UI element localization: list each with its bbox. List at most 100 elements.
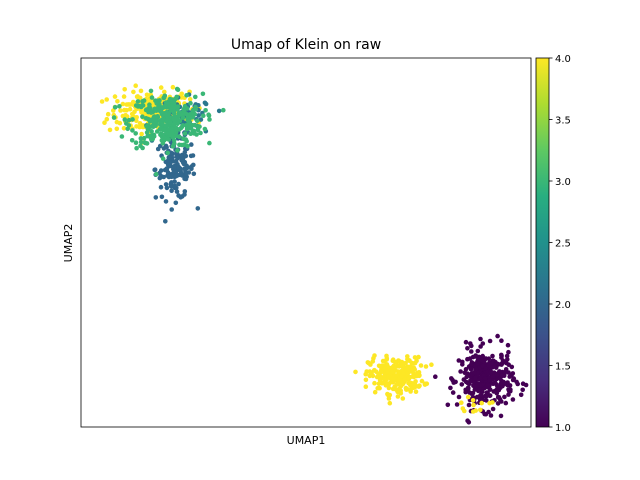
scatter-point <box>506 349 511 355</box>
scatter-point <box>473 366 479 372</box>
scatter-point <box>163 182 169 187</box>
scatter-point <box>374 374 380 380</box>
colorbar-tick-label: 2.0 <box>555 300 571 311</box>
scatter-point <box>381 377 387 382</box>
scatter-point <box>163 199 169 204</box>
scatter-point <box>410 374 416 379</box>
scatter-point <box>127 106 133 112</box>
scatter-point <box>99 99 105 104</box>
scatter-point <box>416 354 421 360</box>
scatter-point <box>120 101 126 107</box>
scatter-point <box>180 156 185 162</box>
scatter-point <box>191 171 197 177</box>
scatter-point <box>463 339 469 345</box>
scatter-point <box>477 383 483 388</box>
scatter-point <box>104 97 109 102</box>
scatter-point <box>104 116 110 122</box>
scatter-point <box>159 194 165 200</box>
scatter-point <box>174 94 179 100</box>
scatter-point <box>166 127 172 132</box>
scatter-point <box>121 94 127 99</box>
x-axis-label: UMAP1 <box>287 434 326 447</box>
scatter-point <box>182 103 188 109</box>
scatter-point <box>157 175 163 181</box>
scatter-point <box>166 155 172 160</box>
scatter-point <box>454 402 460 407</box>
scatter-point <box>484 390 490 396</box>
scatter-point <box>171 100 177 106</box>
scatter-point <box>125 126 130 132</box>
scatter-point <box>499 338 504 344</box>
scatter-point <box>175 117 180 122</box>
scatter-point <box>487 378 492 383</box>
scatter-point <box>163 219 168 224</box>
scatter-point <box>181 136 187 142</box>
chart-title: Umap of Klein on raw <box>231 37 381 53</box>
scatter-point <box>398 391 404 396</box>
scatter-point <box>216 108 222 114</box>
scatter-point <box>376 363 382 369</box>
scatter-point <box>107 127 113 133</box>
scatter-point <box>194 118 200 124</box>
scatter-point <box>188 131 193 136</box>
scatter-point <box>412 355 418 360</box>
scatter-point <box>415 373 421 378</box>
scatter-point <box>499 352 504 358</box>
scatter-point <box>168 150 174 156</box>
scatter-point <box>161 127 166 133</box>
scatter-point <box>185 143 190 149</box>
scatter-point <box>177 127 182 132</box>
colorbar-tick-label: 2.5 <box>555 239 571 250</box>
scatter-point <box>112 105 118 110</box>
scatter-point <box>193 94 198 100</box>
scatter-point <box>386 385 392 391</box>
scatter-point <box>129 138 135 143</box>
scatter-point <box>450 390 456 395</box>
scatter-point <box>149 95 155 100</box>
scatter-point <box>490 374 496 380</box>
scatter-point <box>141 135 147 141</box>
scatter-point <box>484 398 489 403</box>
scatter-point <box>191 131 197 136</box>
scatter-point <box>143 116 149 121</box>
scatter-point <box>173 159 178 164</box>
scatter-point <box>174 189 180 194</box>
scatter-point <box>466 386 471 391</box>
colorbar-tick-label: 3.5 <box>555 116 571 127</box>
scatter-point <box>453 379 458 385</box>
scatter-point <box>478 407 483 413</box>
scatter-point <box>134 118 139 124</box>
scatter-point <box>165 162 171 167</box>
scatter-point <box>155 146 161 152</box>
scatter-point <box>175 148 180 153</box>
scatter-point <box>125 102 131 107</box>
scatter-point <box>198 117 204 122</box>
scatter-point <box>422 382 428 387</box>
scatter-point <box>523 382 529 388</box>
scatter-point <box>448 385 453 391</box>
scatter-point <box>375 385 381 391</box>
scatter-point <box>473 375 478 381</box>
scatter-point <box>363 371 369 377</box>
scatter-point <box>387 400 393 406</box>
scatter-point <box>506 392 511 397</box>
scatter-point <box>189 142 194 147</box>
scatter-point <box>134 145 139 151</box>
scatter-point <box>495 401 501 406</box>
scatter-point <box>478 393 483 398</box>
scatter-point <box>386 374 391 379</box>
scatter-point <box>459 382 465 387</box>
scatter-point <box>378 369 384 375</box>
scatter-point <box>510 371 516 376</box>
scatter-point <box>480 353 486 359</box>
scatter-point <box>195 206 201 211</box>
scatter-point <box>353 369 358 375</box>
scatter-point <box>183 153 189 159</box>
scatter-point <box>402 377 407 382</box>
scatter-point <box>405 375 411 381</box>
scatter-point <box>492 364 498 369</box>
scatter-point <box>463 389 469 395</box>
scatter-point <box>477 397 483 402</box>
scatter-point <box>118 108 123 113</box>
scatter-point <box>164 166 169 171</box>
